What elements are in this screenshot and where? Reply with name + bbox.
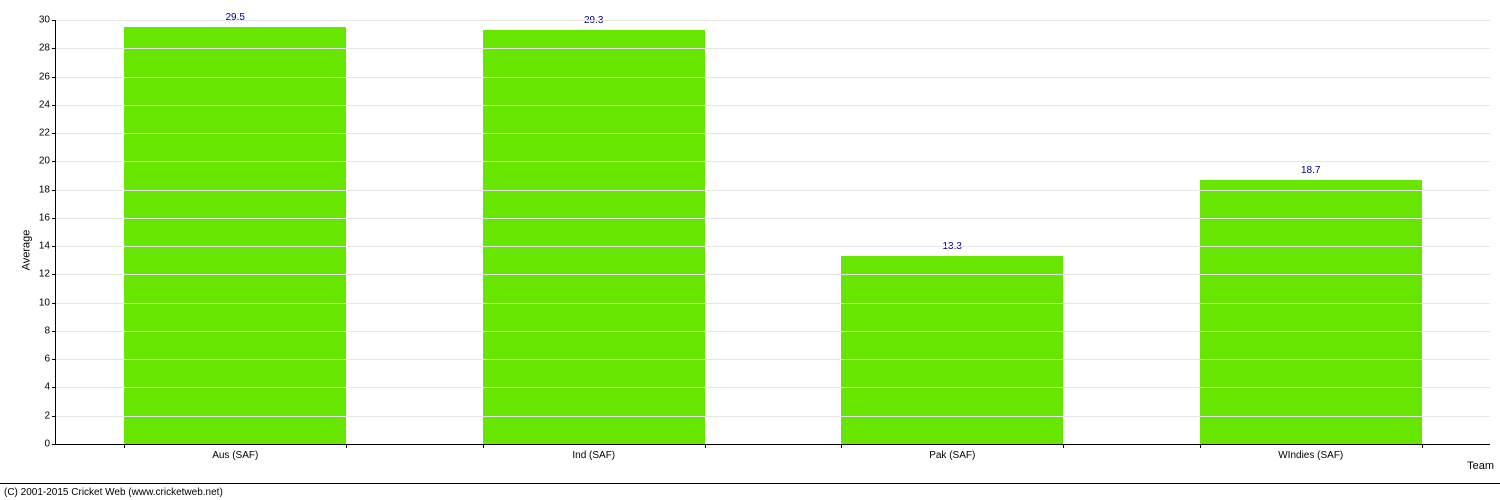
y-tick-label: 4: [44, 382, 56, 393]
plot-area: 29.529.313.318.7 02468101214161820222426…: [55, 20, 1490, 445]
grid-line: [56, 331, 1490, 332]
grid-line: [56, 246, 1490, 247]
y-tick-label: 24: [39, 99, 56, 110]
x-axis-label: Team: [1467, 460, 1494, 472]
y-tick-label: 28: [39, 43, 56, 54]
category-label: WIndies (SAF): [1278, 450, 1343, 461]
grid-line: [56, 161, 1490, 162]
bars-layer: 29.529.313.318.7: [56, 20, 1490, 444]
y-tick-label: 14: [39, 241, 56, 252]
grid-line: [56, 416, 1490, 417]
footer-divider: [0, 483, 1500, 484]
y-tick-label: 26: [39, 71, 56, 82]
x-tick-mark: [124, 444, 125, 448]
grid-line: [56, 190, 1490, 191]
grid-line: [56, 218, 1490, 219]
grid-line: [56, 133, 1490, 134]
x-tick-mark: [841, 444, 842, 448]
y-tick-label: 22: [39, 128, 56, 139]
y-tick-label: 2: [44, 410, 56, 421]
y-tick-label: 12: [39, 269, 56, 280]
bar-value-label: 29.5: [226, 12, 245, 23]
y-tick-label: 20: [39, 156, 56, 167]
grid-line: [56, 77, 1490, 78]
category-label: Aus (SAF): [212, 450, 258, 461]
x-tick-mark: [483, 444, 484, 448]
y-tick-label: 16: [39, 212, 56, 223]
x-tick-mark: [1422, 444, 1423, 448]
grid-line: [56, 48, 1490, 49]
y-tick-label: 30: [39, 15, 56, 26]
grid-line: [56, 387, 1490, 388]
y-tick-label: 6: [44, 354, 56, 365]
y-tick-label: 10: [39, 297, 56, 308]
category-label: Ind (SAF): [572, 450, 615, 461]
copyright-text: (C) 2001-2015 Cricket Web (www.cricketwe…: [4, 487, 223, 498]
category-label: Pak (SAF): [929, 450, 975, 461]
grid-line: [56, 105, 1490, 106]
grid-line: [56, 303, 1490, 304]
bar: 18.7: [1200, 180, 1422, 444]
bar-value-label: 18.7: [1301, 165, 1320, 176]
grid-line: [56, 274, 1490, 275]
x-tick-mark: [1200, 444, 1201, 448]
bar: 29.3: [483, 30, 705, 444]
grid-line: [56, 20, 1490, 21]
chart-container: Average Team 29.529.313.318.7 0246810121…: [0, 0, 1500, 500]
y-tick-label: 8: [44, 325, 56, 336]
x-tick-mark: [1063, 444, 1064, 448]
x-tick-mark: [346, 444, 347, 448]
bar: 29.5: [124, 27, 346, 444]
x-tick-mark: [705, 444, 706, 448]
y-tick-label: 18: [39, 184, 56, 195]
grid-line: [56, 359, 1490, 360]
y-tick-label: 0: [44, 439, 56, 450]
y-axis-label: Average: [20, 230, 32, 271]
